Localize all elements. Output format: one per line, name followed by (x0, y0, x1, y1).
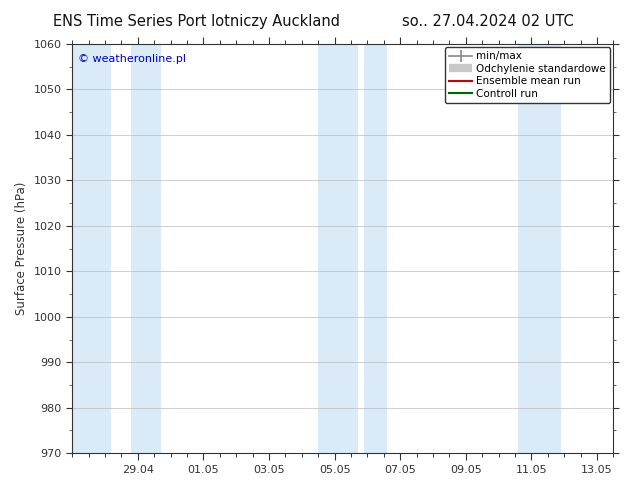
Bar (519, 44, 561, 453)
Text: © weatheronline.pl: © weatheronline.pl (77, 54, 186, 64)
Bar (131, 44, 160, 453)
Text: ENS Time Series Port lotniczy Auckland: ENS Time Series Port lotniczy Auckland (53, 14, 340, 29)
Legend: min/max, Odchylenie standardowe, Ensemble mean run, Controll run: min/max, Odchylenie standardowe, Ensembl… (445, 47, 611, 103)
Bar (318, 44, 358, 453)
Text: so.. 27.04.2024 02 UTC: so.. 27.04.2024 02 UTC (403, 14, 574, 29)
Bar (364, 44, 387, 453)
Y-axis label: Surface Pressure (hPa): Surface Pressure (hPa) (15, 182, 28, 315)
Bar (72, 44, 112, 453)
